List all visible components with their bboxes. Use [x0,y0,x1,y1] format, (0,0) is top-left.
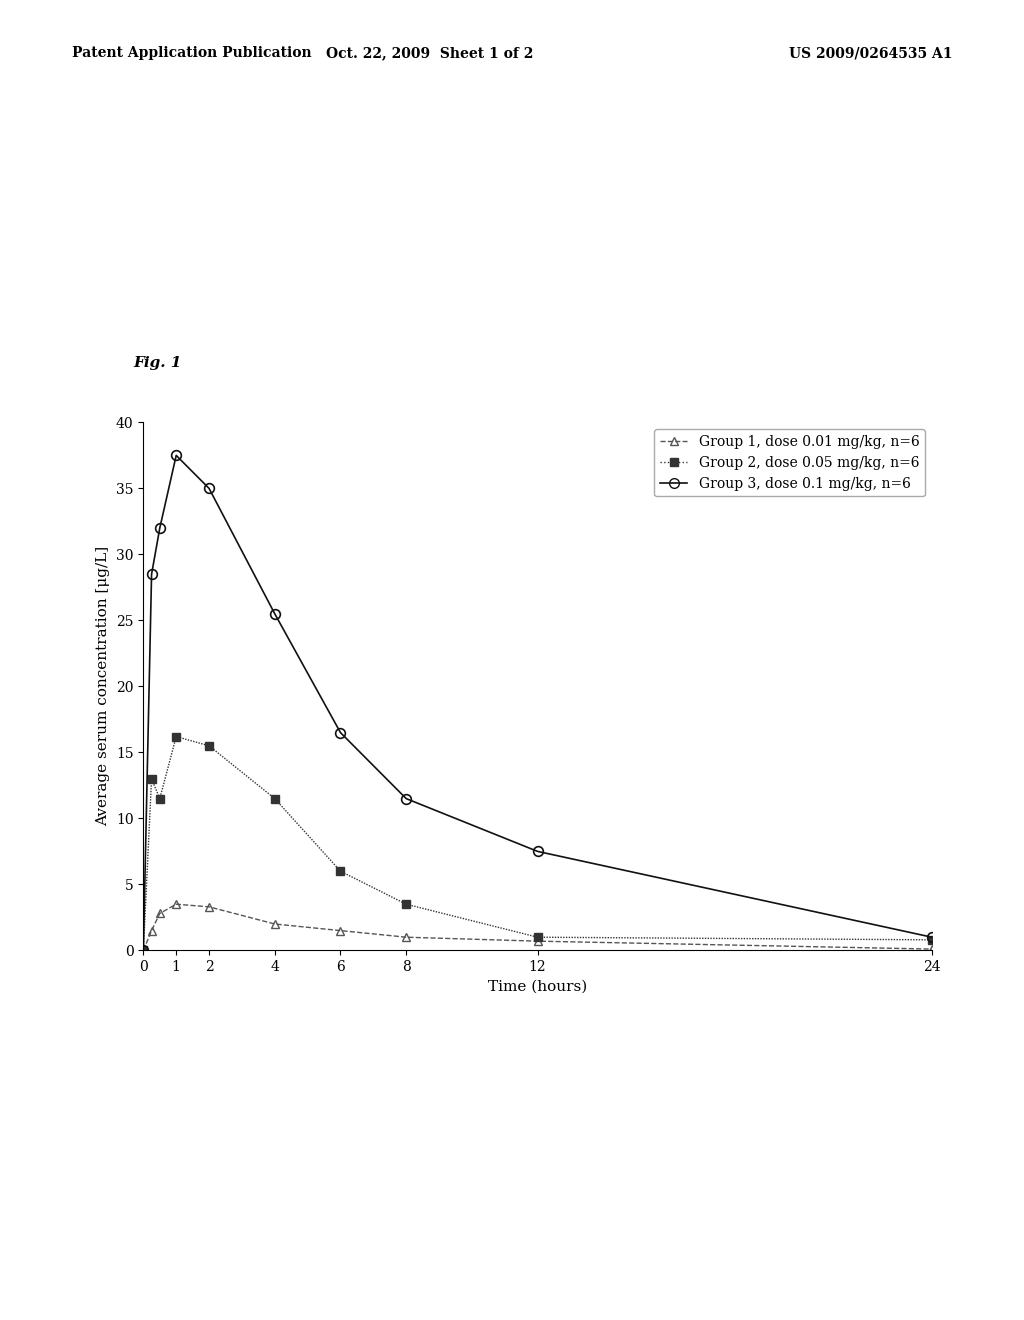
Legend: Group 1, dose 0.01 mg/kg, n=6, Group 2, dose 0.05 mg/kg, n=6, Group 3, dose 0.1 : Group 1, dose 0.01 mg/kg, n=6, Group 2, … [654,429,925,496]
Text: Oct. 22, 2009  Sheet 1 of 2: Oct. 22, 2009 Sheet 1 of 2 [327,46,534,61]
Text: US 2009/0264535 A1: US 2009/0264535 A1 [788,46,952,61]
Text: Patent Application Publication: Patent Application Publication [72,46,311,61]
Y-axis label: Average serum concentration [μg/L]: Average serum concentration [μg/L] [96,546,111,826]
Text: Fig. 1: Fig. 1 [133,356,181,371]
X-axis label: Time (hours): Time (hours) [488,979,587,994]
